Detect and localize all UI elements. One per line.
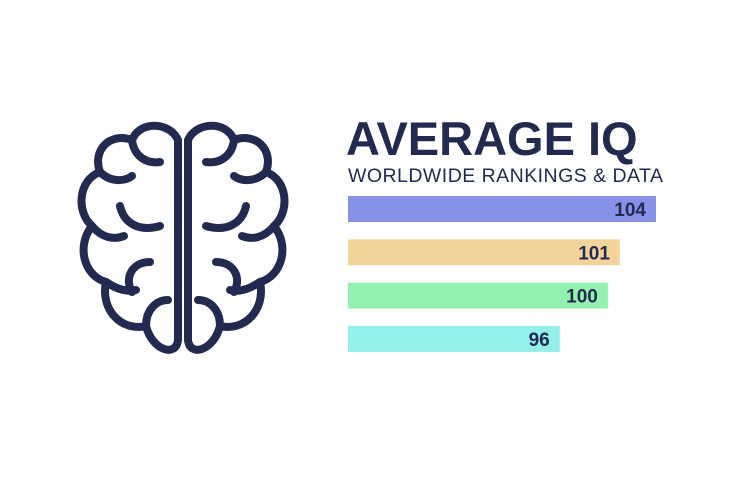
subtitle: WORLDWIDE RANKINGS & DATA	[348, 165, 663, 187]
brain-icon	[77, 121, 289, 354]
title: AVERAGE IQ	[346, 112, 638, 165]
bars: 104 101 100 96	[348, 196, 656, 352]
value-label: 101	[578, 243, 610, 264]
bar	[348, 196, 656, 222]
bar	[348, 325, 560, 352]
value-label: 96	[529, 330, 550, 351]
bar	[348, 239, 620, 266]
bar	[348, 282, 608, 309]
value-label: 104	[614, 200, 646, 221]
value-label: 100	[566, 287, 598, 308]
